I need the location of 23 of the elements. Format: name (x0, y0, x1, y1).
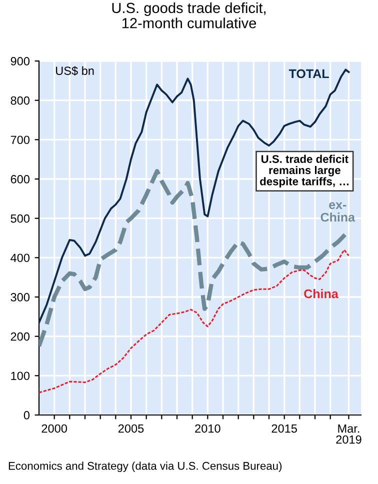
x-tick-label: 2010 (195, 424, 220, 433)
line-series (39, 249, 350, 394)
x-tick-label: 2015 (272, 424, 297, 433)
y-tick-label: 400 (10, 254, 30, 262)
chart-title: U.S. goods trade deficit, 12-month cumulative (112, 2, 266, 28)
y-tick-label: 300 (10, 293, 30, 302)
y-tick-label: 500 (10, 214, 30, 223)
x-tick-label: Mar. 2019 (336, 424, 362, 444)
text: Economics and Strategy (data via U.S. Census Bureau) (8, 462, 282, 472)
y-tick-label: 200 (10, 332, 30, 341)
y-tick-label: 600 (10, 175, 30, 184)
x-tick-label: 2000 (42, 424, 68, 433)
annotation: U.S. trade deficit remains large despite tariffs, … (260, 154, 348, 188)
y-tick-label: 100 (11, 372, 30, 380)
series-label: China (304, 289, 338, 298)
series-label: ex- China (320, 202, 356, 222)
y-tick-label: 0 (24, 411, 30, 420)
y-axis-title: US$ bn (56, 66, 94, 76)
y-tick-label: 700 (10, 136, 30, 144)
series-label: TOTAL (288, 69, 329, 78)
y-tick-label: 900 (10, 57, 30, 66)
y-tick-label: 800 (10, 96, 30, 105)
x-tick-label: 2005 (118, 424, 144, 433)
